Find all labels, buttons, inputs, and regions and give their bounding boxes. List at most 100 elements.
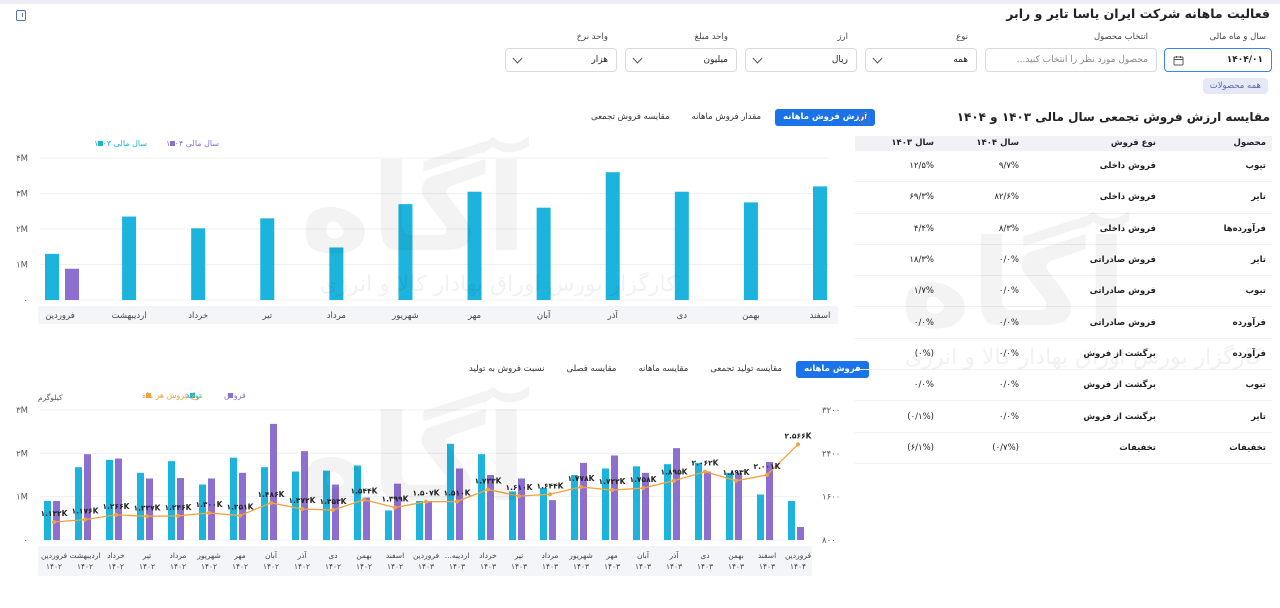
currency-value: ریال — [831, 55, 848, 65]
x-tick-label: آبان ۱۴۰۲ — [263, 550, 279, 571]
y-tick-label: ۲M — [16, 225, 28, 235]
y-right-tick-label: ۸۰۰ — [822, 536, 836, 546]
rate-data-label: ۲.۰۶۲K — [692, 459, 720, 468]
rate-data-label: ۱.۲۶۶K — [103, 502, 131, 511]
bar-sales — [425, 501, 432, 540]
bar-production — [385, 510, 392, 540]
cell-fy1403: (۰/۱%) — [907, 411, 934, 422]
cell-product: فرآورده — [1232, 317, 1266, 328]
cell-fy1403: ۶۹/۳% — [909, 192, 934, 203]
tab-monthly-sales[interactable]: فروش ماهانه — [795, 361, 869, 378]
page-title: فعالیت ماهانه شرکت ایران یاسا تایر و راب… — [1006, 6, 1270, 21]
export-excel-icon[interactable] — [16, 10, 26, 21]
bar-sales — [177, 478, 184, 540]
bar-sales — [797, 527, 804, 540]
bar-production — [664, 464, 671, 540]
y-left-tick-label: ۰ — [23, 536, 28, 546]
cell-product: تایر — [1251, 255, 1266, 266]
rate-point — [641, 486, 645, 491]
cell-fy1404: ۹/۷% — [998, 161, 1019, 172]
rate-data-label: ۱.۶۴۴K — [537, 481, 565, 490]
rate-data-label: ۱.۷۵۸K — [630, 475, 658, 484]
bar-production — [540, 488, 547, 540]
top-strip — [0, 0, 1280, 4]
cell-fy1404: (۰/۷%) — [992, 442, 1019, 453]
export-excel-icon[interactable] — [860, 113, 870, 124]
rate-point — [610, 488, 614, 493]
bottom-chart-tabs: فروش ماهانه مقایسه تولید تجمعی مقایسه ما… — [461, 361, 869, 378]
bar-sales — [301, 451, 308, 540]
y-axis-unit: کیلوگرم — [38, 393, 63, 402]
rate-data-label: ۱.۴۸۶K — [258, 490, 286, 499]
chevron-down-icon — [632, 53, 643, 64]
bar-fy1403 — [605, 172, 620, 300]
table-row: فرآورده‌ها فروش داخلی ۸/۳% ۴/۴% — [855, 214, 1272, 245]
currency-select[interactable]: ریال — [745, 48, 857, 72]
tab-monthly-compare[interactable]: مقایسه ماهانه — [638, 364, 689, 374]
x-tick-label: اردیبهشت — [112, 311, 147, 321]
rate-data-label: ۱.۱۷۶K — [72, 507, 100, 516]
cell-product: تایر — [1251, 192, 1266, 203]
bar-fy1403 — [122, 216, 137, 300]
cell-sales-type: برگشت از فروش — [1083, 380, 1156, 391]
tab-sales-to-production[interactable]: نسبت فروش به تولید — [469, 364, 545, 374]
type-select[interactable]: همه — [865, 48, 977, 72]
legend-label-rate: نرخ فروش هر ماه — [142, 391, 203, 400]
table-row: تایر فروش صادراتی ۰/۰% ۱۸/۳% — [855, 245, 1272, 277]
x-tick-label: مرداد ۱۴۰۳ — [542, 551, 559, 571]
tab-monthly-sales-value[interactable]: ارزش فروش ماهانه — [775, 109, 876, 126]
rate-unit-select[interactable]: هزار — [505, 48, 617, 72]
bar-sales — [611, 455, 618, 540]
cell-fy1404: ۰/۰% — [998, 286, 1019, 297]
bar-production — [726, 472, 733, 540]
currency-label: ارز — [837, 32, 848, 42]
bar-fy1403 — [813, 186, 827, 300]
table-title: مقایسه ارزش فروش تجمعی سال مالی ۱۴۰۳ و ۱… — [956, 110, 1270, 124]
cell-fy1403: ۰/۰% — [913, 380, 934, 391]
x-tick-label: اسفند ۱۴۰۲ — [386, 551, 404, 571]
tab-seasonal-compare[interactable]: مقایسه فصلی — [566, 364, 617, 374]
tab-monthly-sales-quantity[interactable]: مقدار فروش ماهانه — [691, 112, 762, 122]
monthly-sales-value-chart: ۰ ۱M ۲M ۳M ۴M سال مالی ۱۴۰۴ سال مالی ۱۴۰۳ فرورد… — [16, 139, 838, 324]
type-value: همه — [953, 55, 968, 65]
x-tick-label: آذر ۱۴۰۲ — [294, 550, 310, 571]
y-tick-label: ۰ — [23, 296, 28, 306]
bar-production — [354, 465, 361, 540]
cell-sales-type: فروش داخلی — [1099, 161, 1156, 172]
rate-data-label: ۱.۳۹۹K — [382, 495, 410, 504]
bar-sales — [580, 462, 587, 540]
bar-production — [323, 470, 330, 540]
table-header: محصول نوع فروش سال ۱۴۰۴ سال ۱۴۰۳ — [855, 136, 1272, 151]
bar-sales — [456, 468, 463, 540]
all-products-chip[interactable]: همه محصولات — [1202, 78, 1268, 94]
table-row: تیوب برگشت از فروش ۰/۰% ۰/۰% — [855, 370, 1272, 402]
product-select[interactable]: محصول مورد نظر را انتخاب کنید... — [985, 48, 1157, 72]
rate-data-label: ۱.۷۷۸K — [568, 474, 596, 483]
x-tick-label: مهر ۱۴۰۲ — [232, 551, 248, 571]
rate-point — [517, 494, 521, 499]
rate-point — [796, 442, 800, 447]
fiscal-date-picker[interactable]: ۱۴۰۴/۰۱ — [1164, 48, 1272, 72]
x-tick-label: تیر ۱۴۰۲ — [139, 551, 155, 571]
bar-fy1403 — [398, 204, 413, 300]
bar-production — [695, 462, 702, 540]
rate-point — [52, 520, 56, 525]
rate-point — [734, 478, 738, 483]
cell-product: فرآورده‌ها — [1223, 223, 1266, 234]
cell-fy1404: ۰/۰% — [998, 348, 1019, 359]
fiscal-date-value: ۱۴۰۴/۰۱ — [1226, 55, 1263, 65]
header-fy1403: سال ۱۴۰۳ — [891, 138, 934, 148]
tab-cumulative-production[interactable]: مقایسه تولید تجمعی — [710, 364, 782, 374]
rate-point — [238, 513, 242, 518]
rate-data-label: ۱.۵۰۷K — [413, 489, 441, 498]
header-fy1404: سال ۱۴۰۴ — [976, 138, 1019, 148]
rate-point — [703, 469, 707, 474]
cell-product: تیوب — [1245, 286, 1266, 297]
y-left-tick-label: ۱M — [16, 493, 28, 503]
bar-production — [478, 454, 485, 540]
tab-cumulative-sales-compare[interactable]: مقایسه فروش تجمعی — [591, 112, 670, 122]
rate-point — [300, 507, 304, 512]
amount-unit-select[interactable]: میلیون — [625, 48, 737, 72]
cell-fy1404: ۰/۰% — [998, 380, 1019, 391]
rate-data-label: ۱.۵۱۰K — [444, 489, 472, 498]
